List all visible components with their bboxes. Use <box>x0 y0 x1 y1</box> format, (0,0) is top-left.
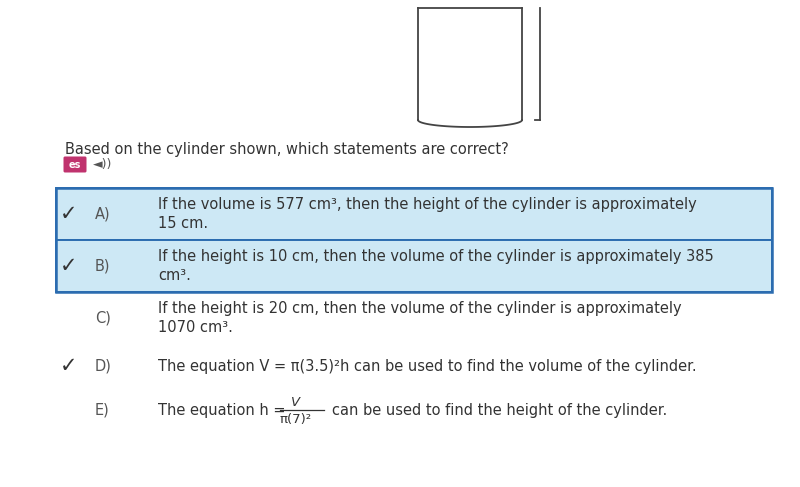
Text: D): D) <box>95 358 112 374</box>
Text: π(7)²: π(7)² <box>280 412 312 426</box>
FancyBboxPatch shape <box>56 240 772 292</box>
Text: ✓: ✓ <box>60 204 78 224</box>
Text: C): C) <box>95 311 111 325</box>
Text: ◄)): ◄)) <box>93 158 112 171</box>
Text: cm³.: cm³. <box>158 267 191 282</box>
Text: The equation h =: The equation h = <box>158 402 290 417</box>
Text: A): A) <box>95 206 110 222</box>
Text: If the volume is 577 cm³, then the height of the cylinder is approximately: If the volume is 577 cm³, then the heigh… <box>158 198 697 212</box>
Text: es: es <box>69 160 81 169</box>
Text: can be used to find the height of the cylinder.: can be used to find the height of the cy… <box>332 402 667 417</box>
Text: E): E) <box>95 402 110 417</box>
FancyBboxPatch shape <box>56 188 772 240</box>
Text: ✓: ✓ <box>60 256 78 276</box>
Text: Based on the cylinder shown, which statements are correct?: Based on the cylinder shown, which state… <box>65 142 509 157</box>
Text: If the height is 20 cm, then the volume of the cylinder is approximately: If the height is 20 cm, then the volume … <box>158 301 682 317</box>
Text: ✓: ✓ <box>60 356 78 376</box>
Text: B): B) <box>95 259 110 274</box>
Text: 15 cm.: 15 cm. <box>158 216 208 230</box>
Text: 1070 cm³.: 1070 cm³. <box>158 319 233 335</box>
FancyBboxPatch shape <box>63 156 86 172</box>
Text: V: V <box>291 396 301 410</box>
Text: The equation V = π(3.5)²h can be used to find the volume of the cylinder.: The equation V = π(3.5)²h can be used to… <box>158 358 697 374</box>
Text: If the height is 10 cm, then the volume of the cylinder is approximately 385: If the height is 10 cm, then the volume … <box>158 249 714 264</box>
